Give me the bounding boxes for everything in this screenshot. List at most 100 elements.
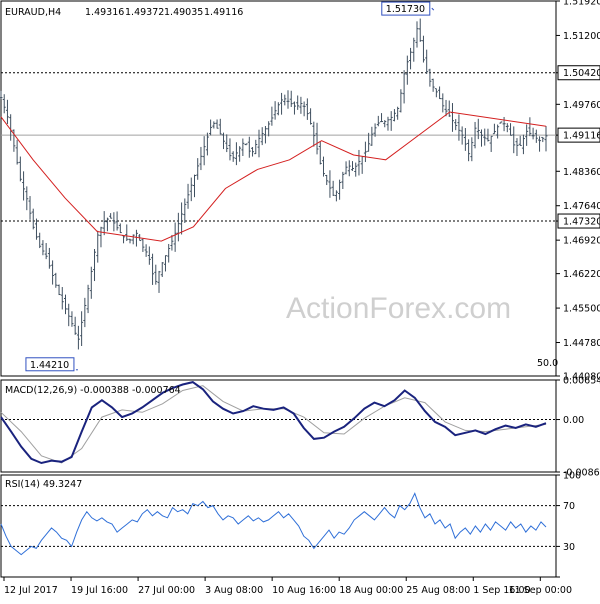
candle	[18, 156, 22, 182]
rsi-line	[0, 492, 547, 556]
candle	[89, 266, 93, 299]
candle	[270, 106, 274, 126]
x-tick-label: 19 Jul 16:00	[71, 585, 128, 596]
candle	[544, 125, 548, 152]
candle	[467, 139, 471, 162]
macd-signal-line	[0, 385, 547, 464]
candle	[128, 238, 132, 244]
candle	[47, 247, 51, 269]
main-ytick-label: 1.47640	[563, 201, 600, 212]
candle	[305, 98, 309, 120]
candle	[247, 136, 251, 158]
candle	[218, 118, 222, 135]
annotation-connector	[431, 7, 435, 11]
candle	[15, 139, 19, 165]
candle	[325, 174, 329, 186]
candle	[222, 132, 226, 150]
candle	[418, 18, 422, 42]
main-ytick-label: 1.48360	[563, 167, 600, 178]
candle	[521, 134, 525, 155]
candle	[134, 229, 138, 247]
candle	[160, 262, 164, 277]
candle	[405, 55, 409, 85]
candle	[109, 213, 113, 219]
candle	[363, 141, 367, 163]
candle	[280, 92, 284, 115]
candle	[67, 303, 71, 327]
candle	[534, 129, 538, 143]
candle	[263, 126, 267, 144]
macd-ytick-label: 0.00	[563, 415, 584, 426]
candle	[509, 123, 513, 136]
candle	[476, 118, 480, 140]
candle	[396, 106, 400, 120]
candle	[373, 123, 377, 137]
candle	[409, 47, 413, 70]
main-ytick-label: 1.44080	[563, 372, 600, 383]
candle	[389, 111, 393, 131]
candle	[434, 88, 438, 98]
candle	[367, 132, 371, 152]
candle	[309, 108, 313, 125]
main-ytick-label: 1.51200	[563, 31, 600, 42]
candle	[392, 109, 396, 122]
candle	[105, 217, 109, 232]
candle	[183, 198, 187, 223]
candle	[486, 128, 490, 142]
candle	[202, 136, 206, 166]
candle	[441, 93, 445, 113]
main-ytick-label: 1.47320	[563, 217, 600, 228]
annotation-label: 1.44210	[30, 360, 69, 371]
candle	[525, 124, 529, 146]
candle	[515, 138, 519, 157]
candle	[541, 136, 545, 143]
main-pane-frame	[0, 0, 557, 377]
candle	[60, 287, 64, 310]
candle	[321, 156, 325, 177]
candle	[399, 89, 403, 113]
candle	[386, 116, 390, 131]
candle	[228, 138, 232, 161]
candle	[41, 240, 45, 256]
candle	[425, 49, 429, 75]
candle	[267, 121, 271, 137]
candle	[328, 170, 332, 198]
candle	[163, 255, 167, 272]
candle	[93, 248, 97, 282]
candle	[428, 68, 432, 87]
ohlc-high: 1.49372	[125, 7, 164, 18]
candle	[470, 137, 474, 162]
candle	[341, 171, 345, 190]
candle	[28, 196, 32, 220]
candle	[241, 138, 245, 156]
main-ytick-label: 1.44780	[563, 338, 600, 349]
candle	[102, 211, 106, 236]
candle	[2, 94, 6, 114]
rsi-ytick-label: 70	[563, 501, 575, 512]
macd-pane-frame	[0, 379, 557, 473]
candle	[86, 284, 90, 314]
candle	[138, 234, 142, 242]
annotation-box	[381, 1, 431, 16]
candle	[499, 121, 503, 124]
candle	[312, 121, 316, 147]
x-tick-label: 10 Aug 16:00	[272, 585, 336, 596]
candle	[412, 37, 416, 62]
x-tick-label: 27 Jul 00:00	[138, 585, 195, 596]
candle	[283, 94, 287, 106]
candle	[122, 235, 126, 244]
candle	[318, 141, 322, 165]
candle	[254, 139, 258, 155]
candle	[31, 208, 35, 230]
candle	[154, 264, 158, 285]
candle	[496, 124, 500, 139]
rsi-pane-frame	[0, 474, 557, 578]
candle	[199, 146, 203, 171]
candle	[447, 100, 451, 117]
rsi-ytick-label: 30	[563, 542, 575, 553]
macd-title: MACD(12,26,9) -0.000388 -0.000764	[5, 385, 181, 396]
candle	[450, 103, 454, 132]
candle	[225, 134, 229, 153]
main-ytick-label: 1.46920	[563, 236, 600, 247]
candle	[276, 102, 280, 116]
